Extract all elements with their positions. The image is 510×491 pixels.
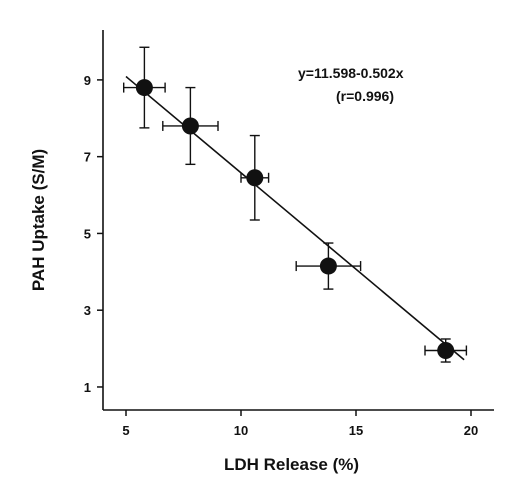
data-point-group [424, 338, 468, 363]
y-tick-label: 3 [84, 303, 91, 318]
data-points [122, 46, 468, 363]
data-point-marker [319, 257, 337, 275]
data-point-marker [246, 169, 264, 187]
y-tick-label: 9 [84, 73, 91, 88]
data-point-group [162, 86, 219, 166]
data-point-marker [181, 117, 199, 135]
y-tick-label: 7 [84, 150, 91, 165]
x-tick-label: 20 [464, 423, 478, 438]
correlation-coefficient: (r=0.996) [336, 88, 394, 104]
data-point-group [240, 134, 270, 221]
y-tick-label: 5 [84, 226, 91, 241]
regression-equation: y=11.598-0.502x [298, 65, 404, 81]
x-tick-label: 15 [349, 423, 363, 438]
data-point-group [122, 46, 166, 129]
regression-line-group [125, 75, 465, 361]
regression-line [125, 75, 465, 361]
axes [102, 30, 494, 411]
data-point-marker [437, 342, 455, 360]
tick-marks: 5 10 15 20 1 3 5 7 9 [84, 73, 478, 438]
y-tick-label: 1 [84, 380, 91, 395]
x-tick-label: 5 [122, 423, 129, 438]
data-point-group [295, 242, 362, 290]
x-axis-title: LDH Release (%) [224, 455, 359, 474]
data-point-marker [135, 79, 153, 97]
y-axis-title: PAH Uptake (S/M) [29, 149, 48, 291]
x-tick-label: 10 [234, 423, 248, 438]
